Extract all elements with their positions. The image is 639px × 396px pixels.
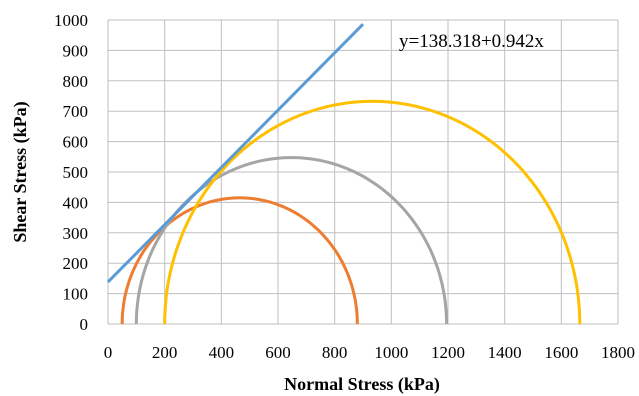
x-tick-label: 1800	[601, 343, 635, 362]
y-tick-label: 100	[63, 285, 89, 304]
equation-annotation: y=138.318+0.942x	[399, 31, 544, 52]
y-tick-label: 900	[63, 41, 89, 60]
x-tick-label: 1000	[374, 343, 408, 362]
y-tick-label: 800	[63, 72, 89, 91]
y-tick-label: 0	[80, 315, 89, 334]
y-axis-title: Shear Stress (kPa)	[10, 101, 31, 242]
y-tick-label: 300	[63, 224, 89, 243]
mohr-circle-3	[163, 99, 582, 325]
y-tick-label: 200	[63, 254, 89, 273]
y-tick-label: 600	[63, 133, 89, 152]
y-tick-label: 400	[63, 193, 89, 212]
y-tick-labels: 0 100 200 300 400 500 600 700 800 900 1000	[54, 11, 88, 334]
x-tick-label: 1400	[488, 343, 522, 362]
x-tick-label: 1200	[431, 343, 465, 362]
grid	[107, 19, 619, 325]
mohr-circle-1	[120, 196, 359, 324]
x-axis-title: Normal Stress (kPa)	[284, 374, 440, 395]
y-tick-label: 1000	[54, 11, 88, 30]
x-tick-label: 0	[104, 343, 113, 362]
y-tick-label: 700	[63, 102, 89, 121]
series-layer	[106, 23, 582, 325]
y-tick-label: 500	[63, 163, 89, 182]
x-tick-label: 800	[322, 343, 348, 362]
mohr-circle-2	[134, 156, 449, 325]
x-tick-label: 1600	[544, 343, 578, 362]
x-tick-label: 200	[152, 343, 178, 362]
x-tick-label: 400	[209, 343, 235, 362]
x-tick-label: 600	[265, 343, 291, 362]
failure-envelope-line	[106, 23, 365, 284]
x-tick-labels: 0 200 400 600 800 1000 1200 1400 1600 1800	[104, 343, 635, 362]
